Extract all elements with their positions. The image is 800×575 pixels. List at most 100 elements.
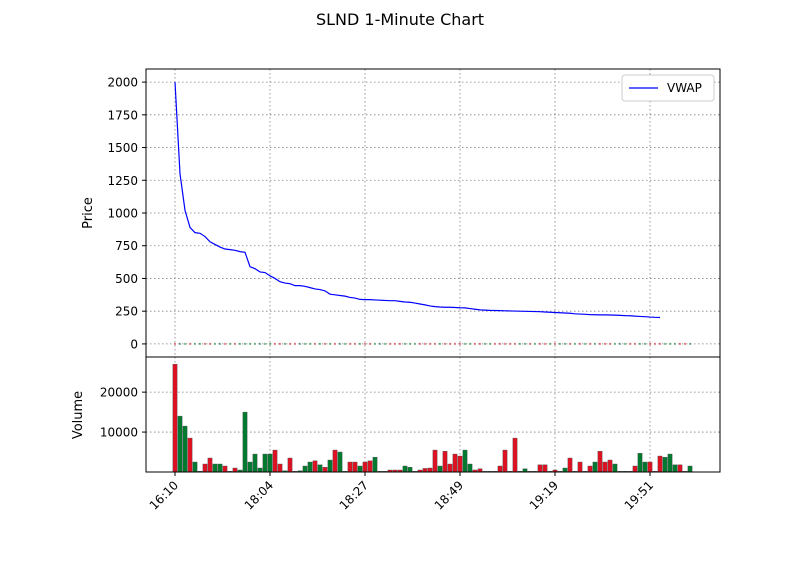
volume-bar	[182, 425, 188, 473]
price-tick-label: 250	[115, 305, 138, 319]
volume-bar	[597, 451, 603, 473]
volume-bar	[447, 463, 453, 473]
volume-bar	[247, 461, 253, 473]
volume-bar	[242, 411, 248, 473]
volume-bar	[422, 468, 428, 473]
volume-bar	[232, 467, 238, 473]
volume-bar	[402, 465, 408, 473]
volume-bar	[372, 457, 378, 473]
x-tick-label: 18:27	[337, 478, 371, 512]
price-tick-label: 1250	[107, 174, 138, 188]
volume-bar	[207, 457, 213, 473]
volume-bar	[567, 457, 573, 473]
price-y-ticks: 0 250 500 750 1000 1250 1500 1750 2000	[107, 76, 146, 351]
volume-bar	[632, 465, 638, 473]
volume-tick-label: 10000	[100, 426, 138, 440]
volume-bar	[672, 464, 678, 473]
volume-bar	[432, 449, 438, 473]
volume-bar	[642, 461, 648, 473]
legend: VWAP	[621, 74, 715, 102]
price-tick-label: 750	[115, 239, 138, 253]
volume-bar	[687, 465, 693, 473]
volume-bar	[332, 449, 338, 473]
volume-bar	[577, 461, 583, 473]
volume-bar	[307, 461, 313, 473]
x-tick-label: 19:19	[527, 478, 561, 512]
volume-frame	[145, 356, 721, 473]
volume-bar	[497, 465, 503, 473]
volume-bar	[437, 465, 443, 473]
price-tick-label: 0	[130, 337, 138, 351]
volume-bar	[177, 415, 183, 473]
price-grid	[146, 69, 720, 357]
price-tick-label: 2000	[107, 76, 138, 90]
volume-bar	[407, 467, 413, 473]
volume-bar	[612, 463, 618, 473]
volume-tick-label: 20000	[100, 386, 138, 400]
x-tick-label: 16:10	[147, 478, 181, 512]
x-axis-ticks: 16:10 18:04 18:27 18:49 19:19 19:51	[147, 472, 656, 513]
volume-bar	[252, 453, 258, 473]
volume-bar	[192, 461, 198, 473]
volume-bar	[172, 363, 178, 473]
volume-bar	[467, 463, 473, 473]
volume-bar	[337, 451, 343, 473]
price-tick-label: 1750	[107, 108, 138, 122]
price-plot-area	[146, 69, 720, 357]
volume-bar	[267, 453, 273, 473]
volume-bar	[357, 465, 363, 473]
volume-bar	[257, 467, 263, 473]
volume-bar	[427, 467, 433, 473]
x-tick-label: 18:49	[432, 478, 466, 512]
volume-bar	[272, 449, 278, 473]
volume-bar	[607, 459, 613, 473]
volume-bar	[647, 461, 653, 473]
volume-bar	[587, 465, 593, 473]
volume-bar	[322, 467, 328, 473]
volume-bar	[502, 449, 508, 473]
volume-bar	[277, 463, 283, 473]
volume-bar	[537, 464, 543, 473]
volume-bar	[512, 437, 518, 473]
legend-label-vwap: VWAP	[667, 81, 702, 95]
volume-bar	[362, 461, 368, 473]
volume-bar	[302, 465, 308, 473]
volume-bar	[562, 467, 568, 473]
vwap-line	[174, 82, 661, 319]
volume-bar	[592, 461, 598, 473]
volume-bar	[352, 461, 358, 473]
volume-bar	[312, 460, 318, 473]
volume-bar	[202, 463, 208, 473]
volume-panel: 10000 20000 16:10 18:04 18:27 18:49 19:19 19:5…	[71, 356, 721, 513]
volume-bar	[667, 453, 673, 473]
volume-bar	[317, 464, 323, 473]
volume-bar	[637, 453, 643, 473]
x-tick-label: 18:04	[242, 478, 276, 512]
volume-y-ticks: 10000 20000	[100, 386, 146, 440]
volume-bar	[222, 465, 228, 473]
volume-bars	[172, 363, 693, 473]
volume-bar	[602, 461, 608, 473]
volume-bar	[657, 455, 663, 473]
price-y-label: Price	[81, 197, 96, 229]
volume-bar	[287, 457, 293, 473]
volume-bar	[212, 463, 218, 473]
chart-title: SLND 1-Minute Chart	[315, 10, 485, 29]
price-tick-label: 1000	[107, 207, 138, 221]
price-tick-label: 1500	[107, 141, 138, 155]
volume-bar	[452, 453, 458, 473]
volume-bar	[217, 463, 223, 473]
volume-bar	[327, 459, 333, 473]
volume-bar	[187, 437, 193, 473]
volume-bar	[542, 464, 548, 473]
x-tick-label: 19:51	[622, 478, 656, 512]
volume-y-label: Volume	[71, 391, 86, 439]
volume-bar	[677, 464, 683, 473]
price-marks	[174, 342, 691, 345]
volume-bar	[462, 449, 468, 473]
volume-bar	[262, 453, 268, 473]
price-tick-label: 500	[115, 272, 138, 286]
volume-bar	[347, 461, 353, 473]
